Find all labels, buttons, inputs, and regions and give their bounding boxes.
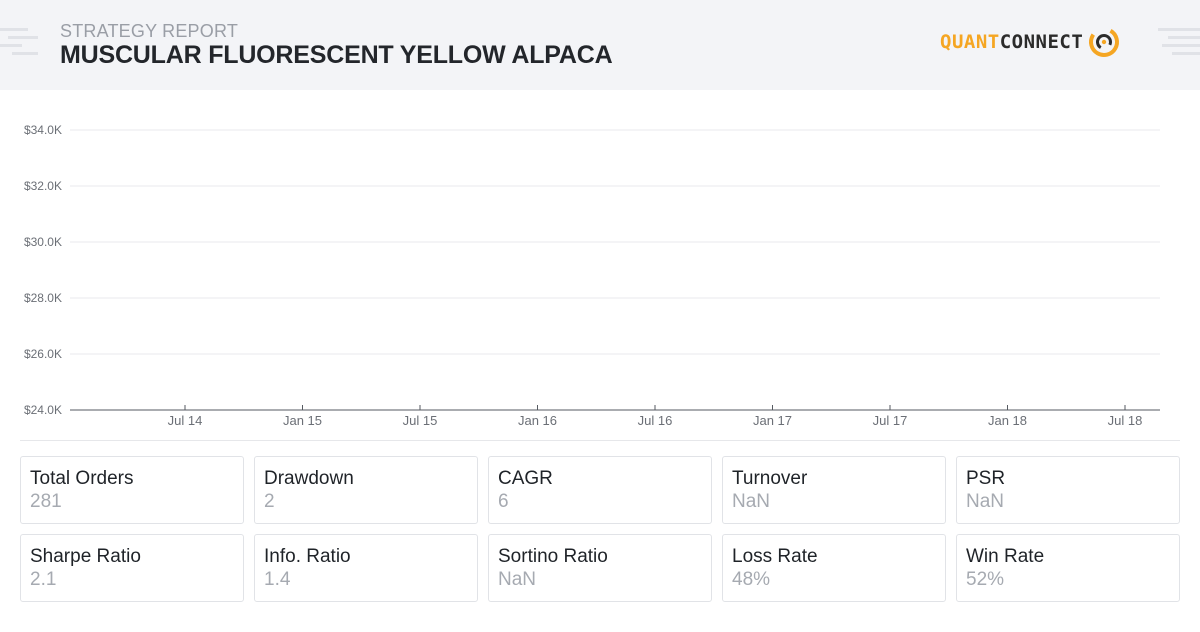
equity-chart-svg: $24.0K $26.0K $28.0K $30.0K $32.0K $34.0K Jul … bbox=[24, 123, 1160, 428]
section-divider bbox=[20, 440, 1180, 441]
stat-value: 1.4 bbox=[264, 569, 291, 590]
y-tick-label: $24.0K bbox=[24, 403, 62, 417]
stat-value: 281 bbox=[30, 491, 62, 512]
stat-value: 48% bbox=[732, 569, 771, 590]
x-tick-label: Jan 16 bbox=[518, 413, 557, 428]
x-tick-label: Jul 14 bbox=[168, 413, 203, 428]
stat-label: Total Orders bbox=[30, 468, 134, 489]
y-tick-label: $32.0K bbox=[24, 179, 62, 193]
stat-card-psr: PSR NaN bbox=[956, 456, 1180, 524]
stat-label: Sharpe Ratio bbox=[30, 546, 141, 567]
stat-value: 2 bbox=[264, 491, 275, 512]
report-header: STRATEGY REPORT MUSCULAR FLUORESCENT YEL… bbox=[0, 0, 1200, 90]
stat-card-loss-rate: Loss Rate 48% bbox=[722, 534, 946, 602]
stat-card-sortino-ratio: Sortino Ratio NaN bbox=[488, 534, 712, 602]
x-tick-label: Jan 17 bbox=[753, 413, 792, 428]
brand-wordmark: QUANTCONNECT bbox=[940, 31, 1083, 53]
stat-card-info-ratio: Info. Ratio 1.4 bbox=[254, 534, 478, 602]
stat-card-drawdown: Drawdown 2 bbox=[254, 456, 478, 524]
report-type-label: STRATEGY REPORT bbox=[60, 21, 239, 41]
y-tick-label: $28.0K bbox=[24, 291, 62, 305]
stat-card-sharpe-ratio: Sharpe Ratio 2.1 bbox=[20, 534, 244, 602]
stat-value: NaN bbox=[966, 491, 1005, 512]
stat-value: 6 bbox=[498, 491, 509, 512]
stat-label: Sortino Ratio bbox=[498, 546, 608, 567]
stat-value: 52% bbox=[966, 569, 1005, 590]
x-tick-label: Jul 17 bbox=[873, 413, 908, 428]
x-tick-label: Jan 15 bbox=[283, 413, 322, 428]
brand-wordmark-connect: CONNECT bbox=[999, 31, 1084, 53]
x-tick-label: Jan 18 bbox=[988, 413, 1027, 428]
x-tick-label: Jul 16 bbox=[638, 413, 673, 428]
stat-card-cagr: CAGR 6 bbox=[488, 456, 712, 524]
stat-label: PSR bbox=[966, 468, 1006, 489]
stat-card-total-orders: Total Orders 281 bbox=[20, 456, 244, 524]
quantconnect-logo-icon bbox=[1089, 27, 1120, 57]
stat-label: Info. Ratio bbox=[264, 546, 351, 567]
stat-value: 2.1 bbox=[30, 569, 57, 590]
stat-label: Turnover bbox=[732, 468, 808, 489]
stat-card-win-rate: Win Rate 52% bbox=[956, 534, 1180, 602]
x-tick-label: Jul 15 bbox=[403, 413, 438, 428]
stat-value: NaN bbox=[732, 491, 771, 512]
strategy-name: MUSCULAR FLUORESCENT YELLOW ALPACA bbox=[60, 41, 613, 69]
stat-label: Loss Rate bbox=[732, 546, 818, 567]
y-tick-label: $34.0K bbox=[24, 123, 62, 137]
stat-label: Drawdown bbox=[264, 468, 354, 489]
quantconnect-logo[interactable]: QUANTCONNECT bbox=[940, 24, 1121, 60]
stat-label: Win Rate bbox=[966, 546, 1045, 567]
brand-wordmark-quant: QUANT bbox=[940, 31, 1000, 53]
stat-value: NaN bbox=[498, 569, 537, 590]
y-tick-label: $26.0K bbox=[24, 347, 62, 361]
y-tick-label: $30.0K bbox=[24, 235, 62, 249]
stat-card-turnover: Turnover NaN bbox=[722, 456, 946, 524]
x-tick-label: Jul 18 bbox=[1108, 413, 1143, 428]
stat-label: CAGR bbox=[498, 468, 553, 489]
equity-chart: $24.0K $26.0K $28.0K $30.0K $32.0K $34.0K Jul … bbox=[0, 110, 1200, 440]
